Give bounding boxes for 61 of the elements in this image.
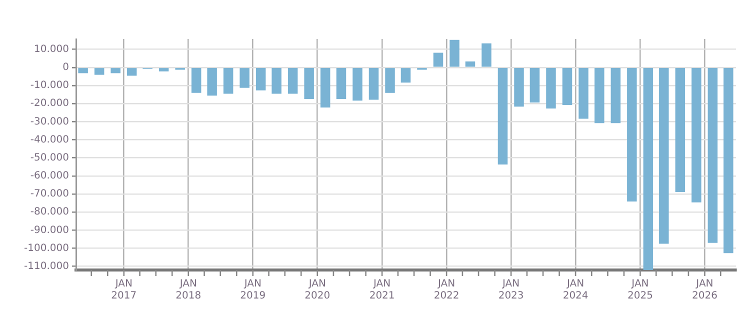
- x-tick-label: JAN 2017: [111, 278, 137, 302]
- y-tick-label: -60.000: [30, 170, 69, 182]
- bar: [191, 68, 202, 93]
- bar: [546, 68, 556, 108]
- y-tick-label: -100.000: [24, 242, 69, 254]
- bar: [465, 61, 476, 67]
- y-tick-label: 10.000: [34, 44, 69, 55]
- bar: [158, 68, 169, 72]
- bar: [708, 68, 718, 243]
- x-tick-label: JAN 2022: [434, 278, 460, 302]
- bar: [368, 68, 379, 100]
- y-tick-label: -90.000: [30, 224, 69, 236]
- y-tick-label: -110.000: [24, 260, 69, 272]
- bar: [530, 68, 540, 102]
- x-tick-label: JAN 2025: [628, 278, 653, 302]
- bar: [288, 68, 298, 94]
- bar: [352, 68, 362, 101]
- bar: [78, 68, 88, 74]
- x-tick-label: JAN 2026: [692, 278, 718, 302]
- x-tick-label: JAN 2019: [240, 278, 266, 302]
- bar: [94, 68, 104, 75]
- y-tick-label: -20.000: [30, 98, 69, 110]
- bar: [675, 68, 686, 192]
- bar: [724, 68, 734, 254]
- bar: [207, 68, 217, 96]
- bar: [594, 68, 604, 124]
- bar: [110, 68, 120, 74]
- x-tick-label: JAN 2023: [498, 278, 524, 302]
- x-tick-label: JAN 2024: [562, 278, 588, 302]
- bar: [450, 40, 460, 67]
- y-tick-label: -80.000: [30, 206, 69, 218]
- bar: [126, 68, 137, 76]
- bar: [498, 68, 508, 165]
- bar: [514, 68, 524, 107]
- y-tick-label: 0: [62, 62, 69, 73]
- bar: [304, 68, 314, 100]
- bar: [610, 68, 621, 124]
- bar: [385, 68, 395, 93]
- bar: [272, 68, 282, 94]
- x-tick-label: JAN 2021: [369, 278, 395, 302]
- y-tick-label: -40.000: [30, 134, 69, 146]
- bar: [627, 68, 637, 202]
- bar: [223, 68, 234, 94]
- bar: [659, 68, 669, 244]
- bar: [320, 68, 330, 108]
- y-tick-label: -50.000: [30, 152, 69, 164]
- x-tick-label: JAN 2018: [176, 278, 202, 302]
- bar: [482, 43, 492, 67]
- bar: [336, 68, 346, 100]
- bar: [433, 52, 444, 67]
- y-tick-label: -30.000: [30, 116, 69, 128]
- bar: [256, 68, 266, 90]
- y-tick-label: -10.000: [30, 80, 69, 92]
- bar: [578, 68, 588, 119]
- bar: [562, 68, 572, 106]
- bar: [400, 68, 411, 83]
- bar: [240, 68, 250, 88]
- y-tick-label: -70.000: [30, 188, 69, 200]
- bar: [692, 68, 702, 202]
- bar: [643, 68, 654, 270]
- x-tick-label: JAN 2020: [304, 278, 330, 302]
